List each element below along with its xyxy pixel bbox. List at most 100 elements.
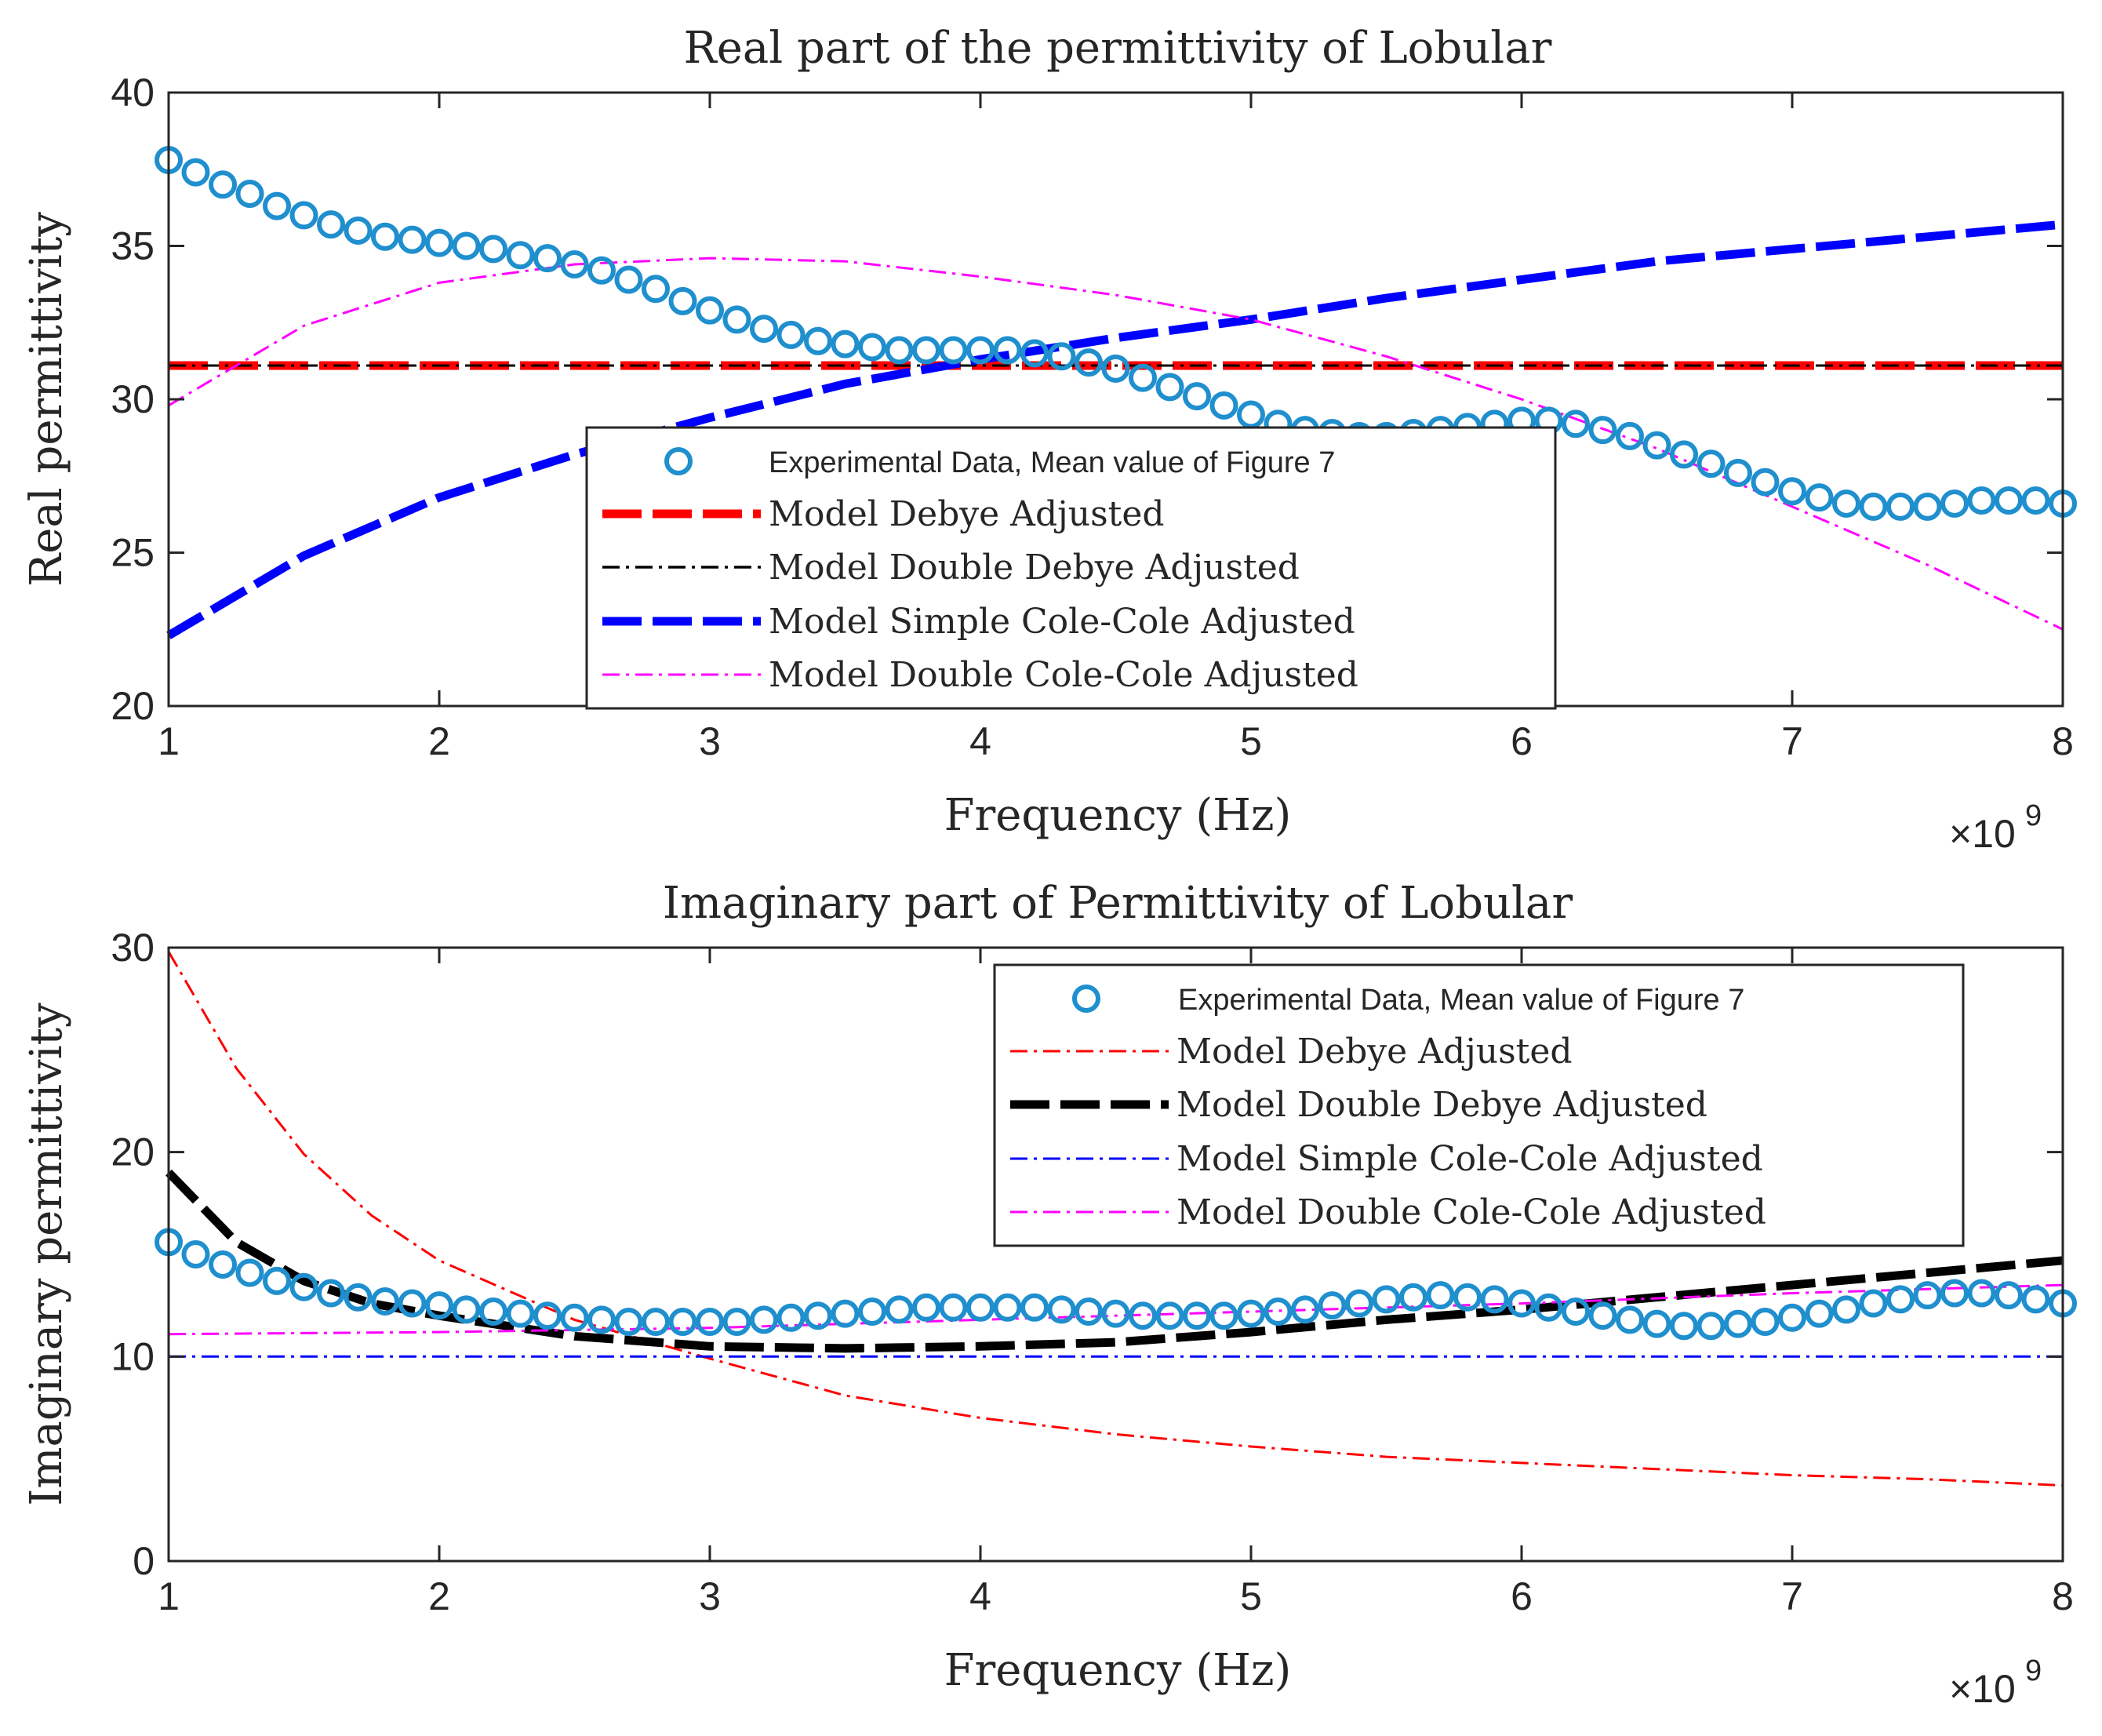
data-point: [1697, 449, 1726, 479]
y-tick-label: 20: [111, 684, 155, 728]
axis-ticks: 1 2 3 4 5 6 7 8 20 25 30 35 40: [111, 71, 2074, 763]
legend: Experimental Data, Mean value of Figure …: [993, 963, 1965, 1247]
data-point: [209, 170, 237, 199]
data-point: [668, 1308, 697, 1337]
data-point: [1399, 1283, 1427, 1312]
data-point: [1940, 1279, 1969, 1308]
x-tick-label: 7: [1781, 719, 1803, 763]
data-point: [398, 225, 427, 254]
series-experimental-markers: [155, 1228, 2077, 1341]
y-tick-label: 0: [133, 1539, 155, 1583]
data-point: [1642, 431, 1671, 460]
series-line-model-double-cole-cole-adjusted: [168, 257, 2064, 631]
data-point: [614, 1308, 643, 1337]
data-point: [479, 1297, 507, 1326]
data-point: [1507, 1289, 1536, 1318]
data-point: [1453, 1283, 1482, 1312]
x-multiplier: ×10 9: [1949, 799, 2042, 856]
data-point: [1967, 1279, 1996, 1308]
data-point: [1642, 1309, 1671, 1338]
legend-label: Model Debye Adjusted: [769, 494, 1165, 534]
data-point: [1426, 1281, 1455, 1310]
data-point: [1995, 1281, 2023, 1310]
x-tick-label: 5: [1240, 719, 1262, 763]
data-point: [371, 222, 399, 251]
data-point: [181, 1240, 210, 1268]
data-point: [1237, 400, 1265, 429]
data-point: [1183, 382, 1211, 411]
x-tick-label: 6: [1511, 1574, 1533, 1618]
data-point: [235, 1258, 264, 1287]
data-point: [1724, 1309, 1752, 1338]
data-point: [614, 265, 643, 294]
x-multiplier-exponent: 9: [2025, 799, 2042, 832]
y-tick-label: 30: [111, 377, 155, 421]
data-point: [1101, 1299, 1130, 1328]
data-point: [425, 1291, 453, 1320]
data-point: [263, 1266, 291, 1295]
real-permittivity-chart: Real part of the permittivity of Lobular…: [21, 23, 2077, 856]
data-point: [750, 315, 778, 344]
data-point: [289, 201, 318, 230]
data-point: [1020, 1293, 1049, 1322]
data-point: [209, 1250, 237, 1279]
data-point: [344, 1283, 373, 1312]
legend-box: [993, 963, 1965, 1247]
data-point: [966, 1293, 995, 1322]
data-point: [668, 286, 697, 315]
data-point: [1805, 483, 1834, 512]
data-point: [776, 1303, 806, 1332]
data-point: [1670, 440, 1698, 469]
data-point: [1209, 1301, 1238, 1330]
data-point: [939, 336, 968, 365]
data-point: [912, 336, 940, 365]
data-point: [1940, 489, 1969, 518]
data-point: [1616, 421, 1644, 450]
data-point: [1183, 1301, 1211, 1330]
data-point: [831, 1299, 860, 1328]
legend-item: Experimental Data, Mean value of Figure …: [664, 446, 1335, 479]
data-point: [1886, 492, 1915, 521]
data-point: [2021, 1285, 2050, 1314]
data-point: [587, 1305, 616, 1334]
legend-item: Model Simple Cole-Cole Adjusted: [602, 602, 1355, 642]
data-point: [1480, 1285, 1509, 1314]
plot-frame: [167, 946, 2064, 1563]
data-point: [452, 231, 481, 260]
imaginary-permittivity-chart: Imaginary part of Permittivity of Lobula…: [21, 878, 2077, 1711]
data-point: [533, 1301, 562, 1330]
x-tick-label: 6: [1511, 719, 1533, 763]
legend-label: Model Double Debye Adjusted: [1176, 1085, 1707, 1125]
data-point: [966, 336, 995, 365]
y-axis-label: Real permittivity: [21, 212, 72, 587]
data-point: [317, 1279, 345, 1308]
data-point: [587, 256, 616, 285]
data-point: [885, 1295, 914, 1324]
x-tick-label: 1: [158, 719, 180, 763]
legend-label: Model Simple Cole-Cole Adjusted: [769, 602, 1355, 642]
data-point: [1832, 489, 1860, 518]
x-tick-label: 8: [2052, 719, 2074, 763]
chart-title: Imaginary part of Permittivity of Lobula…: [663, 878, 1573, 929]
data-point: [533, 244, 562, 273]
x-tick-label: 4: [969, 1574, 991, 1618]
data-point: [1075, 348, 1103, 377]
data-point: [506, 241, 535, 270]
y-axis-label: Imaginary permittivity: [21, 1003, 72, 1506]
series-line-model-debye-adjusted: [167, 951, 2064, 1487]
x-axis-label: Frequency (Hz): [944, 790, 1292, 841]
data-point: [1778, 477, 1806, 506]
x-tick-label: 3: [699, 1574, 721, 1618]
data-point: [642, 275, 670, 304]
data-point: [1913, 492, 1942, 521]
data-point: [1372, 1285, 1401, 1314]
x-multiplier-base: ×10: [1949, 812, 2016, 856]
data-point: [1264, 1297, 1293, 1326]
legend-item: Model Debye Adjusted: [1010, 1032, 1573, 1072]
data-point: [181, 158, 210, 187]
data-point: [1967, 486, 1996, 515]
data-point: [804, 1301, 832, 1330]
data-point: [1859, 1289, 1888, 1318]
legend-item: Model Double Debye Adjusted: [602, 548, 1300, 588]
